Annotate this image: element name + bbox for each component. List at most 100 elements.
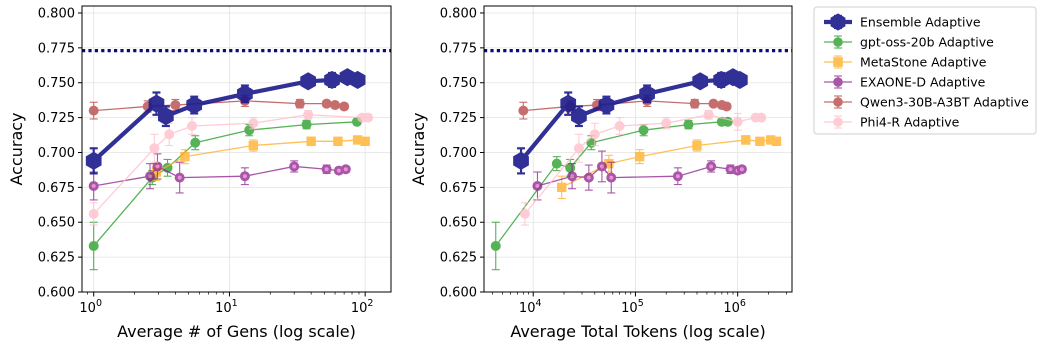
data-point-inner <box>535 183 540 188</box>
legend-label: EXAONE-D Adaptive <box>860 75 986 90</box>
data-point <box>771 136 782 147</box>
y-tick-label: 0.800 <box>38 6 75 21</box>
axes-frame <box>81 5 392 293</box>
data-point <box>333 136 343 147</box>
y-tick-label: 0.750 <box>38 76 75 91</box>
series-ensemble-adaptive <box>85 68 366 175</box>
data-point <box>301 119 312 130</box>
y-axis-label: Accuracy <box>7 112 26 185</box>
y-tick-label: 0.700 <box>38 146 75 161</box>
data-point-inner <box>343 167 348 172</box>
series-phi4-r-adaptive <box>88 109 374 226</box>
data-point-inner <box>728 167 733 172</box>
data-point <box>598 95 615 115</box>
series-metastone-adaptive <box>151 135 370 181</box>
data-point-inner <box>739 167 744 172</box>
y-tick-label: 0.625 <box>440 251 477 266</box>
series-line-qwen3-30b-a3bt-adaptive <box>93 100 345 112</box>
data-point <box>149 143 160 154</box>
legend-marker <box>833 77 843 87</box>
x-tick-label: 101 <box>215 298 238 316</box>
data-point <box>294 98 305 109</box>
data-point <box>741 135 751 145</box>
data-point-inner <box>177 175 182 180</box>
data-point-inner <box>91 183 96 188</box>
legend-marker <box>833 97 843 107</box>
data-point <box>589 129 600 140</box>
y-tick-label: 0.650 <box>38 216 75 231</box>
data-point <box>513 151 529 170</box>
y-tick-label: 0.725 <box>440 111 477 126</box>
data-point <box>248 118 259 129</box>
data-point <box>88 105 99 116</box>
legend-frame <box>813 6 1037 135</box>
series-exaone-d-adaptive <box>532 150 747 201</box>
data-point-inner <box>292 164 297 169</box>
data-point <box>639 84 655 103</box>
legend-entry-metastone-adaptive <box>824 55 852 69</box>
data-point <box>360 136 370 147</box>
data-point <box>755 136 765 147</box>
data-point <box>560 94 577 113</box>
series-exaone-d-adaptive <box>88 153 351 201</box>
panel-2: 0.600 0.625 0.650 0.675 0.700 0.725 0.750 0.775… <box>409 5 793 341</box>
data-point <box>731 70 748 90</box>
data-point-inner <box>599 164 604 169</box>
data-point-inner <box>242 174 247 179</box>
data-point <box>721 101 732 112</box>
y-tick-label: 0.725 <box>38 111 75 126</box>
data-point <box>85 151 102 170</box>
series-line-metastone-adaptive <box>561 139 777 188</box>
data-point-inner <box>675 174 680 179</box>
legend-entry-qwen3-30b-a3bt-adaptive <box>824 95 852 109</box>
legend-marker <box>830 13 846 31</box>
data-point <box>349 70 366 90</box>
data-point <box>661 118 672 129</box>
y-tick-label: 0.750 <box>440 76 477 91</box>
data-point-inner <box>609 175 614 180</box>
y-tick-label: 0.775 <box>38 41 75 56</box>
legend-label: gpt-oss-20b Adaptive <box>860 35 994 50</box>
data-point-inner <box>709 164 714 169</box>
y-tick-label: 0.600 <box>440 286 477 301</box>
y-tick-label: 0.600 <box>38 286 75 301</box>
y-tick-label: 0.675 <box>38 181 75 196</box>
data-point <box>756 112 767 123</box>
legend-label: Ensemble Adaptive <box>860 15 981 30</box>
data-point-inner <box>155 164 160 169</box>
legend-entry-ensemble-adaptive <box>824 13 852 31</box>
data-point <box>614 120 625 131</box>
series-line-gpt-oss-20b-adaptive <box>93 121 357 247</box>
legend-marker <box>833 117 843 127</box>
y-axis-label: Accuracy <box>409 112 428 185</box>
series-gpt-oss-20b-adaptive <box>88 116 362 271</box>
data-point <box>518 105 529 116</box>
y-tick-label: 0.700 <box>440 146 477 161</box>
data-point <box>708 98 719 109</box>
data-point-inner <box>586 175 591 180</box>
x-tick-label: 102 <box>351 298 374 316</box>
data-point <box>692 140 702 151</box>
data-point <box>321 98 332 109</box>
data-point <box>519 208 530 219</box>
data-point <box>237 84 253 103</box>
data-point <box>186 95 203 115</box>
data-point <box>88 240 99 251</box>
data-point <box>148 94 165 113</box>
x-tick-label: 104 <box>519 298 542 316</box>
legend-label: Qwen3-30B-A3BT Adaptive <box>860 95 1029 110</box>
data-point <box>571 107 587 126</box>
data-point-inner <box>324 167 329 172</box>
series-line-exaone-d-adaptive <box>93 165 346 187</box>
x-axis-label: Average # of Gens (log scale) <box>117 322 356 341</box>
data-point <box>164 129 175 140</box>
legend-marker <box>833 37 843 47</box>
series-line-ensemble-adaptive <box>92 75 359 163</box>
data-point <box>557 182 567 193</box>
y-tick-label: 0.800 <box>440 6 477 21</box>
data-point <box>573 143 584 154</box>
y-tick-label: 0.625 <box>38 251 75 266</box>
series-qwen3-30b-a3bt-adaptive <box>88 94 350 120</box>
